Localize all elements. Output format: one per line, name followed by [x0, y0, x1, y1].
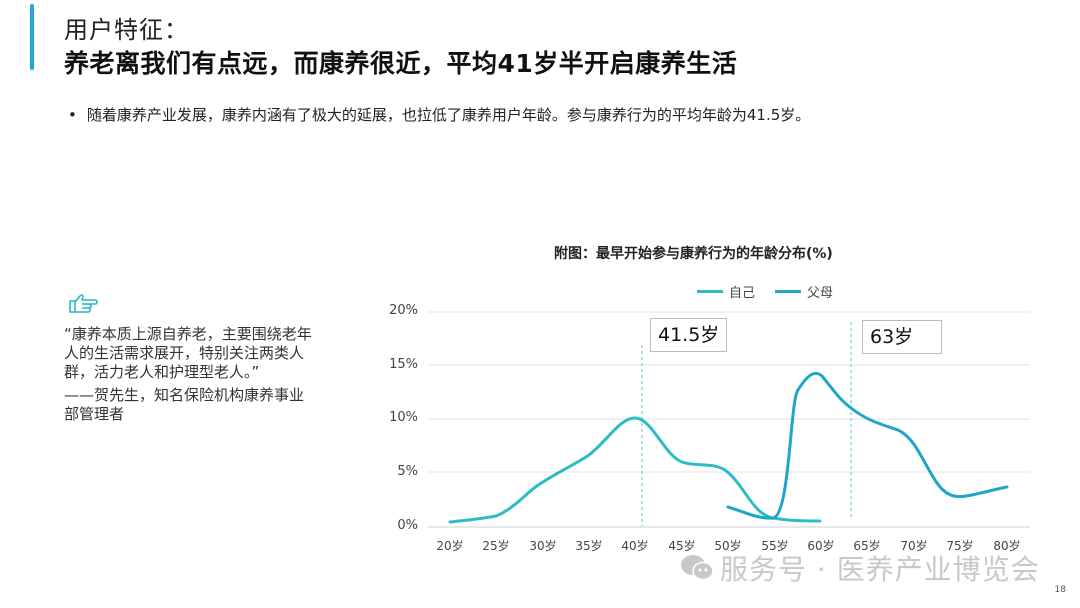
quote-text: “康养本质上源自养老，主要围绕老年人的生活需求展开，特别关注两类人群，活力老人和… — [64, 325, 312, 381]
quote-attribution: ——贺先生，知名保险机构康养事业部管理者 — [64, 386, 305, 423]
watermark-text: 服务号 · 医养产业博览会 — [720, 553, 1040, 586]
y-tick: 10% — [389, 410, 418, 425]
x-tick: 25岁 — [482, 539, 510, 553]
chart-title: 附图：最早开始参与康养行为的年龄分布(%) — [554, 246, 833, 262]
chart-legend: 自己 父母 — [697, 282, 833, 301]
page-number: 18 — [1054, 585, 1066, 595]
x-tick: 30岁 — [529, 539, 557, 553]
callout-self-average: 41.5岁 — [650, 318, 728, 352]
legend-swatch-self — [697, 290, 723, 293]
pointing-hand-icon — [69, 294, 98, 313]
series-line-parents — [726, 371, 1009, 520]
x-tick: 80岁 — [993, 539, 1021, 553]
legend-item-parents: 父母 — [775, 282, 833, 301]
accent-bar — [30, 4, 34, 70]
y-tick: 15% — [389, 357, 418, 372]
expert-quote: “康养本质上源自养老，主要围绕老年人的生活需求展开，特别关注两类人群，活力老人和… — [64, 325, 314, 428]
bullet-point: • 随着康养产业发展，康养内涵有了极大的延展，也拉低了康养用户年龄。参与康养行为的… — [68, 104, 810, 125]
y-tick: 5% — [397, 464, 418, 479]
x-tick: 40岁 — [621, 539, 649, 553]
x-tick: 45岁 — [668, 539, 696, 553]
watermark: 服务号 · 医养产业博览会 — [680, 548, 1040, 588]
x-tick: 35岁 — [575, 539, 603, 553]
x-tick: 75岁 — [946, 539, 974, 553]
legend-swatch-parents — [775, 290, 802, 293]
x-tick: 20岁 — [436, 539, 464, 553]
wechat-icon — [681, 555, 714, 581]
y-tick: 20% — [389, 303, 418, 318]
y-tick: 0% — [397, 518, 418, 533]
bullet-dot-icon: • — [68, 106, 77, 124]
gridlines — [428, 311, 1030, 528]
x-tick: 50岁 — [714, 539, 742, 553]
legend-label-self: 自己 — [729, 286, 756, 301]
x-tick: 70岁 — [900, 539, 928, 553]
series-line-self — [448, 416, 822, 524]
x-tick: 60岁 — [807, 539, 835, 553]
page-subtitle: 用户特征： — [64, 16, 189, 44]
x-tick: 65岁 — [853, 539, 881, 553]
callout-parents-average: 63岁 — [862, 320, 942, 354]
x-tick: 55岁 — [761, 539, 789, 553]
bullet-text: 随着康养产业发展，康养内涵有了极大的延展，也拉低了康养用户年龄。参与康养行为的平… — [86, 106, 811, 124]
legend-label-parents: 父母 — [807, 286, 834, 301]
page-title: 养老离我们有点远，而康养很近，平均41岁半开启康养生活 — [64, 49, 738, 78]
legend-item-self: 自己 — [697, 282, 755, 301]
